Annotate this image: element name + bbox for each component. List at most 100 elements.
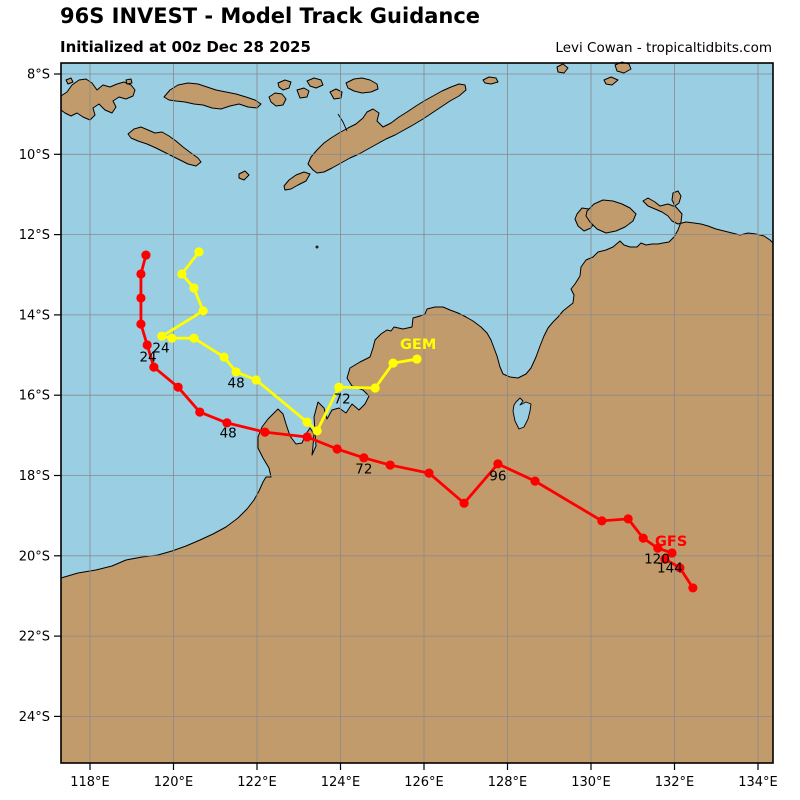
- model-label-gfs: GFS: [655, 534, 687, 550]
- gfs-track-point: [359, 453, 369, 463]
- hour-label: 24: [139, 350, 156, 366]
- model-label-gem: GEM: [400, 337, 436, 353]
- land-islet-nw-2: [125, 78, 133, 85]
- gem-track-point: [370, 383, 380, 393]
- credit-label: Levi Cowan - tropicaltidbits.com: [555, 40, 772, 56]
- gfs-track-point: [638, 533, 648, 543]
- gfs-track-point: [136, 319, 146, 329]
- gem-track-point: [194, 247, 204, 257]
- y-tick-label: 8°S: [27, 68, 50, 83]
- land-sawu: [238, 170, 250, 181]
- gfs-track-point: [667, 548, 677, 558]
- land-sumbawa: [60, 78, 136, 121]
- gem-track-line: [160, 251, 418, 433]
- init-time-label: Initialized at 00z Dec 28 2025: [60, 38, 311, 56]
- land-adonara: [277, 79, 292, 91]
- gfs-track-point: [302, 432, 312, 442]
- page-title: 96S INVEST - Model Track Guidance: [60, 4, 481, 28]
- gem-track-point: [167, 333, 177, 343]
- land-sumba: [127, 126, 202, 167]
- gfs-track-point: [459, 498, 469, 508]
- gfs-track-point: [597, 516, 607, 526]
- gem-track-point: [231, 367, 241, 377]
- gem-track-point: [388, 358, 398, 368]
- gfs-track-point: [688, 583, 698, 593]
- gfs-track-point: [332, 444, 342, 454]
- gem-track-point: [219, 352, 229, 362]
- gfs-track-point: [222, 418, 232, 428]
- gem-track-point: [189, 333, 199, 343]
- gem-track-point: [177, 269, 187, 279]
- gfs-track-point: [142, 340, 152, 350]
- gfs-track-point: [136, 269, 146, 279]
- land-pantar-s: [296, 87, 310, 99]
- land-islet-ne-1: [556, 63, 569, 74]
- hour-label: 48: [228, 376, 245, 392]
- y-tick-label: 22°S: [19, 630, 50, 645]
- gfs-track-point: [173, 382, 183, 392]
- gem-track-point: [412, 354, 422, 364]
- x-tick-label: 132°E: [655, 775, 695, 790]
- y-tick-label: 20°S: [19, 549, 50, 564]
- gfs-track-point: [653, 543, 663, 553]
- land-alor-w: [329, 88, 343, 100]
- land-islet-ne-2: [614, 61, 632, 74]
- land-timor: [307, 83, 467, 174]
- y-tick-label: 18°S: [19, 469, 50, 484]
- land-rote: [283, 171, 311, 191]
- gem-track-point: [334, 382, 344, 392]
- gfs-track-point: [260, 427, 270, 437]
- hour-label: 120: [644, 552, 670, 568]
- y-tick-label: 12°S: [19, 228, 50, 243]
- gfs-track-point: [493, 459, 503, 469]
- x-tick-label: 124°E: [321, 775, 361, 790]
- plot-border: [60, 62, 774, 764]
- x-tick-label: 128°E: [488, 775, 528, 790]
- hour-label: 72: [355, 462, 372, 478]
- gem-track-point: [312, 426, 322, 436]
- gfs-track-point: [385, 460, 395, 470]
- gem-track-point: [198, 306, 208, 316]
- y-tick-label: 16°S: [19, 389, 50, 404]
- land-wetar: [482, 76, 499, 85]
- land-lembata: [268, 92, 287, 107]
- land-pantar-n: [306, 77, 324, 89]
- x-tick-label: 134°E: [738, 775, 778, 790]
- gfs-track-point: [660, 554, 670, 564]
- ashmore-reef-dot: [315, 245, 319, 249]
- y-tick-label: 10°S: [19, 148, 50, 163]
- hour-label: 96: [489, 468, 506, 484]
- y-tick-label: 14°S: [19, 308, 50, 323]
- x-tick-label: 122°E: [237, 775, 277, 790]
- gem-track-point: [189, 283, 199, 293]
- x-tick-label: 126°E: [404, 775, 444, 790]
- hour-label: 24: [152, 340, 169, 356]
- land-alor: [345, 77, 379, 94]
- lake-argyle: [512, 397, 532, 430]
- land-islet-ne-3: [603, 76, 619, 86]
- gfs-track-point: [149, 362, 159, 372]
- timor-border: [337, 113, 348, 132]
- gfs-track-point: [530, 476, 540, 486]
- gfs-track-point: [675, 563, 685, 573]
- x-tick-label: 118°E: [70, 775, 110, 790]
- hour-label: 48: [220, 425, 237, 441]
- land-flores: [163, 82, 262, 110]
- x-tick-label: 120°E: [154, 775, 194, 790]
- land-australia-mainland: [60, 197, 774, 764]
- land-islet-nw-1: [65, 77, 74, 85]
- land-melville-island: [585, 199, 637, 234]
- gfs-track-point: [195, 407, 205, 417]
- gfs-track-point: [424, 468, 434, 478]
- gem-track-point: [251, 375, 261, 385]
- gfs-track-point: [136, 293, 146, 303]
- y-tick-label: 24°S: [19, 710, 50, 725]
- gfs-track-point: [141, 250, 151, 260]
- gem-track-point: [302, 417, 312, 427]
- hour-label: 144: [657, 560, 683, 576]
- gfs-track-point: [623, 514, 633, 524]
- gem-track-point: [157, 331, 167, 341]
- hour-label: 72: [334, 391, 351, 407]
